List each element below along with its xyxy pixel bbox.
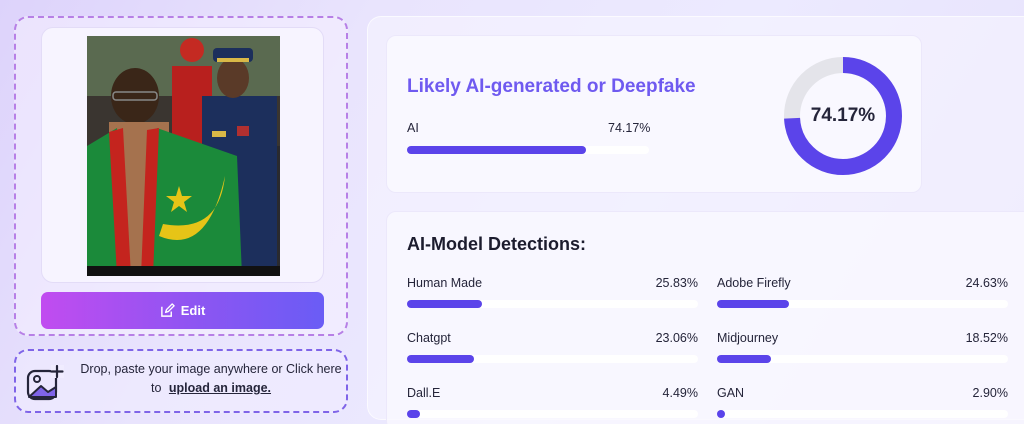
model-item: Midjourney 18.52% — [717, 331, 1008, 371]
image-plus-icon — [26, 365, 64, 401]
model-item: Chatgpt 23.06% — [407, 331, 698, 371]
model-value: 2.90% — [972, 386, 1008, 400]
model-progress-track — [407, 355, 698, 363]
model-progress-fill — [717, 300, 789, 308]
model-name: Adobe Firefly — [717, 276, 791, 290]
verdict-progress-fill — [407, 146, 587, 154]
model-detections-title: AI-Model Detections: — [407, 234, 587, 254]
verdict-donut: 74.17% — [781, 54, 905, 178]
model-progress-track — [717, 355, 1008, 363]
donut-label: 74.17% — [810, 105, 876, 126]
model-name: Chatgpt — [407, 331, 451, 345]
model-name: Midjourney — [717, 331, 779, 345]
model-name: Human Made — [407, 276, 483, 290]
model-progress-fill — [407, 355, 475, 363]
model-progress-track — [407, 300, 698, 308]
model-value: 25.83% — [655, 276, 698, 290]
drop-zone[interactable]: Drop, paste your image anywhere or Click… — [14, 349, 348, 413]
edit-button-label: Edit — [180, 303, 206, 318]
model-item: Adobe Firefly 24.63% — [717, 276, 1008, 316]
model-progress-track — [717, 300, 1008, 308]
donut-arc — [784, 57, 902, 175]
pencil-square-icon — [160, 303, 175, 317]
model-name: GAN — [717, 386, 745, 400]
model-name: Dall.E — [407, 386, 441, 400]
model-item: GAN 2.90% — [717, 386, 1008, 424]
model-progress-fill — [717, 410, 726, 418]
image-upload-panel: Edit — [14, 16, 348, 336]
verdict-card: Likely AI-generated or Deepfake AI 74.17… — [386, 35, 922, 193]
verdict-label: AI — [407, 121, 419, 135]
donut-chart — [784, 57, 902, 175]
model-progress-fill — [407, 300, 483, 308]
drop-text: Drop, paste your image anywhere or Click… — [80, 362, 342, 395]
model-progress-fill — [407, 410, 421, 418]
verdict-title: Likely AI-generated or Deepfake — [407, 76, 696, 97]
verdict-value: 74.17% — [608, 121, 651, 135]
model-detections-card: AI-Model Detections: Human Made 25.83% A… — [386, 211, 1024, 424]
model-value: 23.06% — [655, 331, 698, 345]
edit-button[interactable]: Edit — [41, 292, 324, 329]
model-value: 18.52% — [965, 331, 1008, 345]
model-item: Human Made 25.83% — [407, 276, 698, 316]
model-progress-track — [407, 410, 698, 418]
verdict-progress-track — [407, 146, 649, 154]
model-progress-fill — [717, 355, 771, 363]
upload-link[interactable]: upload an image. — [168, 381, 272, 395]
photo-illustration — [87, 36, 280, 276]
uploaded-photo — [87, 36, 280, 276]
model-value: 24.63% — [965, 276, 1008, 290]
model-value: 4.49% — [662, 386, 698, 400]
image-preview-frame — [41, 27, 324, 283]
model-item: Dall.E 4.49% — [407, 386, 698, 424]
model-progress-track — [717, 410, 1008, 418]
drop-instructions: Drop, paste your image anywhere or Click… — [80, 360, 342, 398]
